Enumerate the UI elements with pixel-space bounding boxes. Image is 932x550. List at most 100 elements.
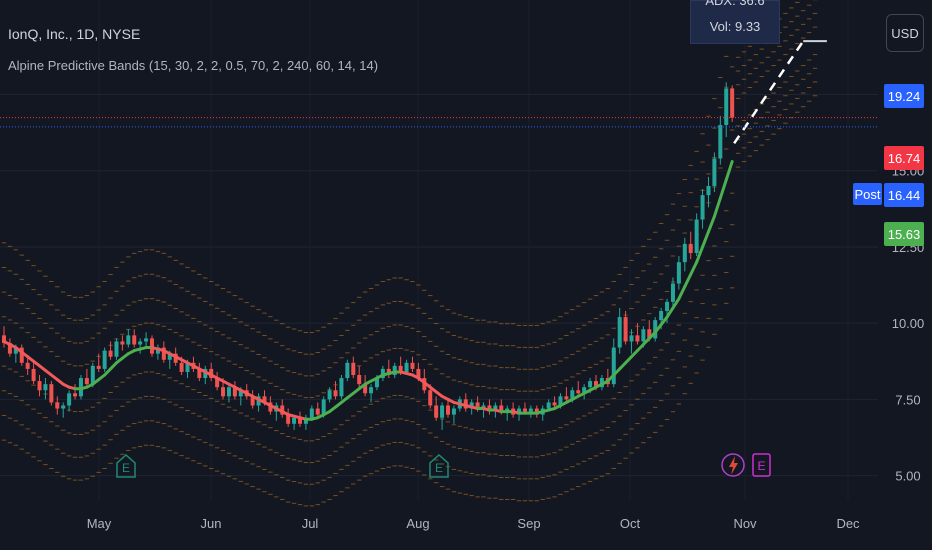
- earnings-letter: E: [435, 461, 443, 475]
- candle-body: [43, 384, 48, 391]
- candle-body: [374, 378, 379, 388]
- candle-body: [221, 387, 226, 397]
- candle-body: [641, 329, 646, 342]
- candle-body: [410, 362, 415, 369]
- candle-body: [315, 408, 320, 415]
- candle-body: [2, 335, 6, 343]
- lightning-circle-icon: [721, 453, 745, 477]
- candle-body: [96, 365, 101, 369]
- event-lightning-marker: [721, 453, 745, 477]
- candle-body: [617, 317, 622, 348]
- candle-body: [570, 390, 575, 400]
- candle-body: [144, 338, 149, 342]
- ma-segment: [706, 214, 716, 234]
- candle-body: [694, 219, 699, 254]
- post-market-label: Post: [853, 183, 882, 205]
- candle-body: [250, 396, 255, 406]
- ma-segment: [659, 315, 669, 327]
- candle-body: [594, 381, 598, 388]
- candle-body: [635, 335, 640, 342]
- candle-body: [558, 396, 563, 406]
- candle-body: [286, 414, 291, 424]
- candle-body: [197, 368, 202, 379]
- earnings-letter: E: [122, 461, 130, 475]
- candle-body: [232, 387, 237, 397]
- candle-body: [238, 390, 243, 397]
- x-tick-label: May: [87, 516, 112, 531]
- candle-body: [706, 185, 711, 196]
- x-tick-label: Nov: [733, 516, 757, 531]
- candle-body: [339, 378, 344, 397]
- candle-body: [102, 350, 107, 369]
- candle-body: [31, 368, 36, 382]
- y-tick-label: 10.00: [892, 316, 925, 331]
- candle-body: [499, 405, 504, 412]
- candle-body: [434, 405, 439, 418]
- candle-body: [161, 347, 166, 360]
- candle-body: [446, 405, 450, 415]
- candle-body: [126, 335, 131, 345]
- price-tag-current: 16.74: [884, 146, 924, 170]
- candle-body: [665, 301, 670, 311]
- candle-body: [398, 365, 403, 372]
- candle-body: [451, 408, 456, 415]
- ma-segment: [671, 297, 681, 310]
- candle-body: [404, 362, 409, 372]
- candle-body: [505, 408, 510, 412]
- candle-body: [226, 387, 231, 397]
- candle-body: [363, 384, 368, 394]
- price-tag-ma: 15.63: [884, 222, 924, 246]
- candle-body: [120, 341, 125, 345]
- ma-segment: [718, 178, 728, 200]
- candle-body: [440, 405, 445, 418]
- candle-body: [576, 390, 581, 394]
- candle-body: [303, 417, 308, 424]
- y-tick-label: 5.00: [895, 469, 920, 484]
- candle-body: [670, 283, 675, 302]
- candle-body: [475, 402, 480, 409]
- x-tick-label: Dec: [836, 516, 860, 531]
- lightning-icon: [729, 456, 738, 475]
- ma-segment: [653, 323, 663, 334]
- indicator-tooltip: ADX: 36.6 Vol: 9.33: [690, 0, 780, 44]
- indicator-legend[interactable]: Alpine Predictive Bands (15, 30, 2, 2, 0…: [8, 58, 379, 73]
- candle-body: [676, 262, 681, 284]
- earnings-icon: [752, 453, 771, 477]
- candle-body: [25, 362, 30, 369]
- earnings-marker-nov: E: [752, 453, 771, 477]
- candle-body: [262, 396, 267, 403]
- candle-body: [167, 353, 172, 360]
- candle-body: [416, 368, 421, 379]
- candle-body: [647, 329, 652, 339]
- x-tick-label: Oct: [620, 516, 641, 531]
- candle-body: [528, 408, 533, 412]
- candle-body: [659, 310, 664, 321]
- candle-body: [132, 335, 137, 345]
- candle-body: [292, 417, 297, 424]
- candle-body: [185, 362, 190, 372]
- candle-body: [546, 402, 551, 409]
- candle-body: [67, 393, 72, 406]
- ma-segment: [701, 230, 710, 249]
- candle-body: [564, 396, 569, 400]
- candle-body: [369, 387, 374, 394]
- earnings-marker-may: E: [116, 453, 136, 478]
- x-tick-label: Sep: [517, 516, 540, 531]
- tooltip-adx: ADX: 36.6: [705, 0, 765, 8]
- price-tag-projection-high: 19.24: [884, 84, 924, 108]
- candle-body: [653, 320, 658, 339]
- candle-body: [333, 390, 338, 397]
- candle-body: [611, 347, 616, 385]
- ma-segment: [695, 245, 705, 264]
- candle-body: [138, 341, 143, 345]
- currency-button[interactable]: USD: [886, 14, 924, 52]
- candle-body: [150, 338, 154, 354]
- candle-body: [582, 387, 587, 394]
- earnings-letter: E: [757, 459, 765, 473]
- earnings-icon: [116, 453, 136, 478]
- ma-segment: [683, 272, 693, 289]
- candle-body: [629, 335, 634, 342]
- candle-body: [37, 381, 42, 391]
- x-tick-label: Jun: [201, 516, 222, 531]
